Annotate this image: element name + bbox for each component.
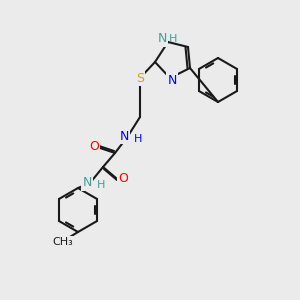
Text: N: N (167, 74, 177, 86)
Text: CH₃: CH₃ (52, 237, 74, 247)
Text: N: N (157, 32, 167, 46)
Text: O: O (118, 172, 128, 185)
Text: O: O (89, 140, 99, 154)
Text: N: N (119, 130, 129, 142)
Text: S: S (136, 71, 144, 85)
Text: H: H (134, 134, 142, 144)
Text: N: N (82, 176, 92, 190)
Text: H: H (97, 180, 105, 190)
Text: H: H (169, 34, 177, 44)
